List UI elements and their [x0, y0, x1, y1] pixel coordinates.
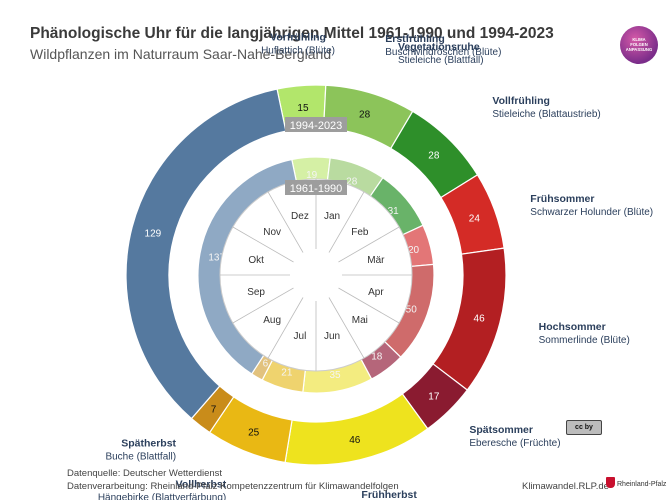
rlp-logo: Rheinland-Pfalz	[606, 477, 666, 488]
series-label-1994-2023: 1994-2023	[290, 120, 343, 132]
logo-line-2: FOLGEN	[630, 42, 648, 47]
month-label: Mär	[367, 255, 385, 266]
month-label: Nov	[263, 227, 281, 238]
outer-ring-value-label: 15	[297, 103, 309, 114]
footer-site-link[interactable]: Klimawandel.RLP.de	[522, 481, 609, 492]
outer-ring-value-label: 17	[428, 391, 440, 402]
season-indicator-label: Sommerlinde (Blüte)	[539, 335, 630, 346]
season-name-label: Vollfrühling	[492, 95, 550, 107]
rlp-logo-text: Rheinland-Pfalz	[617, 481, 667, 488]
month-label: Jul	[294, 331, 307, 342]
inner-ring-value-label: 137	[208, 252, 225, 263]
rlp-crest-icon	[606, 477, 615, 488]
outer-ring-value-label: 46	[474, 313, 486, 324]
outer-ring-value-label: 129	[145, 229, 162, 240]
season-indicator-label: Hängebirke (Blattverfärbung)	[98, 493, 226, 500]
season-name-label: Spätherbst	[121, 438, 176, 450]
logo-line-3: ANPASSUNG	[625, 47, 653, 52]
page-title: Phänologische Uhr für die langjährigen M…	[30, 25, 554, 42]
season-name-label: Vorfrühling	[270, 32, 326, 44]
outer-ring-value-label: 25	[248, 428, 260, 439]
outer-ring-value-label: 28	[359, 110, 371, 121]
month-label: Jan	[324, 211, 340, 222]
outer-ring-value-label: 28	[428, 151, 440, 162]
month-label: Aug	[263, 315, 281, 326]
inner-ring-value-label: 31	[388, 206, 400, 217]
outer-ring-value-label: 46	[349, 435, 361, 446]
inner-ring-value-label: 28	[346, 177, 358, 188]
season-indicator-label: Huflattich (Blüte)	[261, 46, 335, 57]
season-indicator-label: Buche (Blattfall)	[105, 452, 176, 463]
footer-processing: Datenverarbeitung: Rheinland-Pfalz Kompe…	[67, 481, 399, 492]
klimawandel-logo: KLIMA FOLGEN ANPASSUNG	[620, 26, 658, 64]
inner-ring-value-label: 35	[329, 370, 341, 381]
month-label: Jun	[324, 331, 340, 342]
season-name-label: Frühherbst	[361, 489, 417, 500]
season-indicator-label: Buschwindröschen (Blüte)	[385, 47, 501, 58]
series-label-1994-2023-bg	[285, 117, 347, 132]
month-label: Apr	[368, 287, 384, 298]
inner-ring-value-label: 18	[371, 352, 383, 363]
dial-center	[290, 249, 342, 301]
outer-ring-value-label: 7	[211, 405, 217, 416]
cc-license-badge[interactable]: cc by	[566, 420, 602, 435]
season-name-label: Vollherbst	[176, 479, 227, 491]
inner-ring-value-label: 19	[306, 170, 318, 181]
outer-ring-segment-9	[125, 88, 287, 420]
season-indicator-label: Stieleiche (Blattaustrieb)	[492, 109, 600, 120]
month-label: Okt	[248, 255, 264, 266]
season-name-label: Spätsommer	[469, 424, 533, 436]
season-name-label: Hochsommer	[539, 321, 606, 333]
inner-ring-value-label: 21	[281, 368, 293, 379]
season-indicator-label: Eberesche (Früchte)	[469, 438, 560, 449]
footer-source: Datenquelle: Deutscher Wetterdienst	[67, 468, 223, 479]
month-label: Sep	[247, 287, 265, 298]
inner-ring-value-label: 50	[406, 305, 418, 316]
inner-ring-value-label: 6	[263, 358, 269, 369]
page-subtitle: Wildpflanzen im Naturraum Saar-Nahe-Berg…	[30, 46, 332, 62]
season-name-label: Vegetationsruhe	[398, 41, 480, 53]
season-name-label: Erstfrühling	[385, 33, 445, 45]
season-indicator-label: Stieleiche (Blattfall)	[398, 55, 484, 66]
season-indicator-label: Schwarzer Holunder (Blüte)	[530, 207, 653, 218]
logo-line-1: KLIMA	[632, 37, 646, 42]
month-label: Feb	[351, 227, 369, 238]
series-label-1961-1990: 1961-1990	[290, 183, 343, 195]
inner-ring-value-label: 20	[408, 245, 420, 256]
month-label: Mai	[352, 315, 368, 326]
month-label: Dez	[291, 211, 309, 222]
series-label-1961-1990-bg	[285, 180, 347, 195]
season-name-label: Frühsommer	[530, 193, 594, 205]
outer-ring-value-label: 24	[469, 213, 481, 224]
